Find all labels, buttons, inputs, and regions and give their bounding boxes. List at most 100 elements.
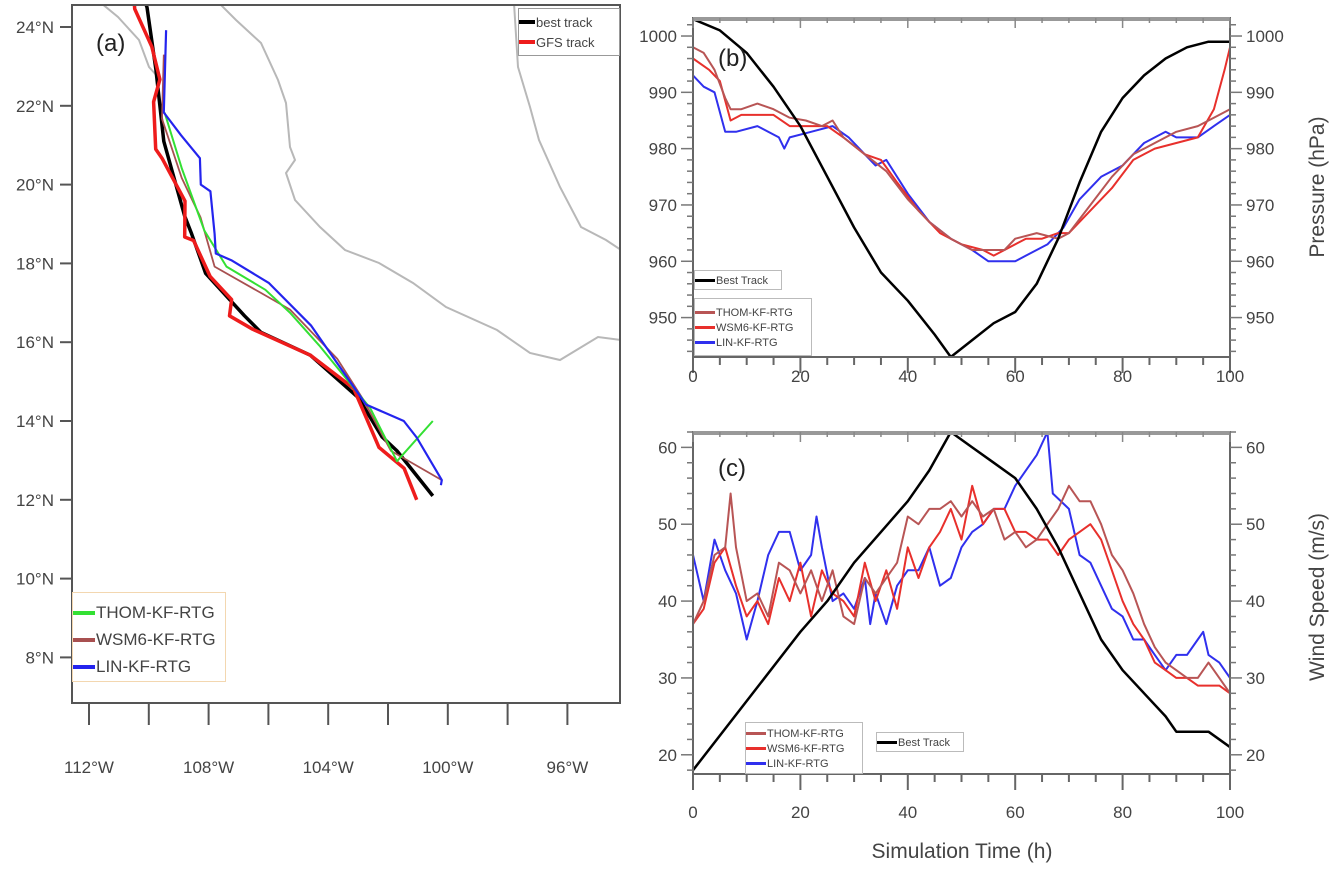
legend-label: Best Track — [898, 736, 950, 749]
series-wsm6-kf-rtg — [693, 47, 1230, 257]
legend-swatch — [73, 610, 95, 615]
time-axis-title: Simulation Time (h) — [871, 840, 1053, 863]
legend-item: LIN-KF-RTG — [73, 653, 225, 680]
legend-swatch — [73, 664, 95, 669]
series-best-track — [693, 432, 1230, 771]
y-tick-label-left: 40 — [658, 592, 677, 611]
lat-tick-label: 16°N — [16, 333, 54, 352]
legend-swatch — [519, 40, 535, 44]
lat-tick-label: 18°N — [16, 254, 54, 273]
map-legend-tracks: best track GFS track — [518, 8, 620, 56]
y-tick-label-right: 950 — [1246, 309, 1274, 328]
x-tick-label: 40 — [898, 803, 917, 822]
coastline — [101, 5, 159, 78]
x-tick-label: 0 — [688, 367, 697, 386]
y-tick-label-right: 50 — [1246, 515, 1265, 534]
lon-tick-label: 96°W — [547, 758, 589, 777]
y-tick-label-left: 960 — [649, 252, 677, 271]
y-tick-label-right: 30 — [1246, 669, 1265, 688]
legend-swatch — [695, 326, 715, 329]
legend-item: best track — [519, 12, 619, 32]
x-tick-label: 80 — [1113, 367, 1132, 386]
legend-swatch — [746, 732, 766, 735]
y-tick-label-left: 30 — [658, 669, 677, 688]
legend-label: LIN-KF-RTG — [767, 757, 829, 770]
x-tick-label: 100 — [1216, 367, 1244, 386]
y-tick-label-right: 980 — [1246, 140, 1274, 159]
legend-label: LIN-KF-RTG — [716, 336, 778, 349]
map-frame — [71, 4, 621, 704]
coastlines — [101, 5, 620, 362]
panel-b-tag: (b) — [718, 45, 748, 72]
legend-item: GFS track — [519, 32, 619, 52]
legend-label: WSM6-KF-RTG — [716, 321, 794, 334]
lat-tick-label: 8°N — [25, 648, 54, 667]
x-tick-label: 100 — [1216, 803, 1244, 822]
x-tick-label: 60 — [1006, 367, 1025, 386]
x-tick-label: 40 — [898, 367, 917, 386]
legend-swatch — [695, 341, 715, 344]
lat-tick-label: 20°N — [16, 176, 54, 195]
y-tick-label-right: 60 — [1246, 438, 1265, 457]
series-wsm6-kf-rtg — [693, 484, 1230, 695]
legend-swatch — [746, 762, 766, 765]
x-tick-label: 20 — [791, 803, 810, 822]
legend-label: LIN-KF-RTG — [96, 656, 192, 676]
legend-item: THOM-KF-RTG — [695, 305, 811, 320]
panel-c-tag: (c) — [718, 455, 746, 482]
legend-label: THOM-KF-RTG — [96, 602, 215, 622]
series-lin-kf-rtg — [693, 432, 1230, 679]
y-tick-label-right: 40 — [1246, 592, 1265, 611]
y-tick-label-left: 20 — [658, 746, 677, 765]
y-tick-label-right: 960 — [1246, 252, 1274, 271]
legend-label: WSM6-KF-RTG — [767, 742, 845, 755]
panel-b-pressure-chart: 0 20 40 60 80 100 950 950 960 960 970 970 980 980 990 9… — [639, 17, 1284, 386]
y-tick-label-left: 980 — [649, 140, 677, 159]
y-tick-label-left: 50 — [658, 515, 677, 534]
series-lines — [693, 18, 1230, 357]
track-best-track — [144, 5, 435, 497]
x-tick-label: 20 — [791, 367, 810, 386]
pressure-legend-best: Best Track — [694, 270, 782, 290]
track-wsm6-kf-rtg — [161, 54, 443, 481]
legend-item: THOM-KF-RTG — [746, 726, 862, 741]
legend-swatch — [695, 311, 715, 314]
series-thom-kf-rtg — [693, 484, 1230, 694]
series-lines — [693, 432, 1230, 771]
legend-item: WSM6-KF-RTG — [746, 741, 862, 756]
y-tick-label-left: 990 — [649, 83, 677, 102]
y-tick-label-right: 970 — [1246, 196, 1274, 215]
legend-label: WSM6-KF-RTG — [96, 629, 216, 649]
y-tick-label-right: 1000 — [1246, 27, 1284, 46]
lat-tick-label: 10°N — [16, 570, 54, 589]
coastline — [219, 5, 620, 362]
x-tick-label: 60 — [1006, 803, 1025, 822]
lat-tick-label: 22°N — [16, 97, 54, 116]
lon-tick-label: 112°W — [64, 758, 114, 777]
legend-swatch — [877, 741, 897, 744]
lon-tick-label: 108°W — [183, 758, 234, 777]
coastline — [513, 5, 620, 251]
series-best-track — [693, 18, 1230, 357]
lat-tick-label: 12°N — [16, 491, 54, 510]
y-tick-label-right: 20 — [1246, 746, 1265, 765]
legend-swatch — [519, 20, 535, 24]
legend-item: THOM-KF-RTG — [73, 599, 225, 626]
map-legend-models: THOM-KF-RTG WSM6-KF-RTG LIN-KF-RTG — [72, 592, 226, 682]
legend-swatch — [746, 747, 766, 750]
lon-tick-label: 100°W — [422, 758, 473, 777]
y-tick-label-left: 970 — [649, 196, 677, 215]
series-lin-kf-rtg — [693, 74, 1230, 263]
lat-tick-label: 24°N — [16, 18, 54, 37]
y-tick-label-left: 60 — [658, 438, 677, 457]
legend-label: Best Track — [716, 274, 768, 287]
legend-item: WSM6-KF-RTG — [695, 320, 811, 335]
legend-label: best track — [536, 14, 593, 30]
legend-item: WSM6-KF-RTG — [73, 626, 225, 653]
x-tick-label: 0 — [688, 803, 697, 822]
legend-label: THOM-KF-RTG — [716, 306, 793, 319]
pressure-axis-title: Pressure (hPa) — [1306, 116, 1329, 258]
wind-axis-title: Wind Speed (m/s) — [1306, 512, 1329, 682]
panel-c-wind-chart: 0 20 40 60 80 100 20 20 30 30 40 40 50 50 60 60 — [658, 431, 1265, 822]
